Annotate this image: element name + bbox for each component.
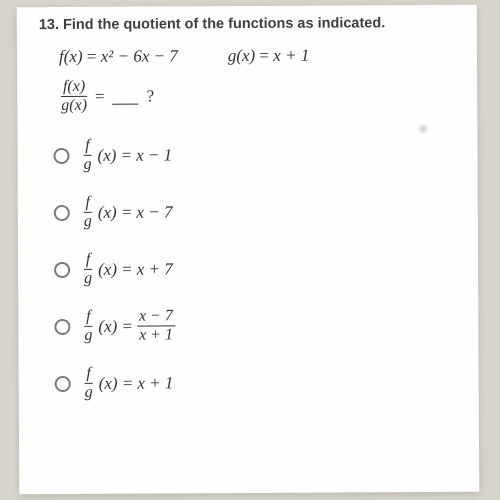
option-e-math: f g (x) = x + 1 [83,365,174,400]
radio-button[interactable] [54,261,70,277]
question-prompt: Find the quotient of the functions as in… [63,15,385,33]
question-number: 13. [39,17,59,33]
radio-button[interactable] [54,318,70,334]
option-b-math: f g (x) = x − 7 [82,194,173,229]
quotient-prompt: f(x) g(x) = ? [59,77,459,114]
function-definitions: f(x) = x² − 6x − 7 g(x) = x + 1 [59,45,459,67]
radio-button[interactable] [54,204,70,220]
option-a[interactable]: f g (x) = x − 1 [53,136,459,173]
option-d[interactable]: f g (x) = x − 7 x + 1 [54,307,460,344]
option-b[interactable]: f g (x) = x − 7 [54,193,460,230]
option-c-math: f g (x) = x + 7 [82,251,173,286]
option-e[interactable]: f g (x) = x + 1 [55,364,461,401]
answer-blank [113,88,139,105]
quotient-fraction: f(x) g(x) [59,79,89,114]
option-c[interactable]: f g (x) = x + 7 [54,250,460,287]
f-definition: f(x) = x² − 6x − 7 [59,46,178,67]
worksheet-paper: 13. Find the quotient of the functions a… [17,5,480,494]
option-d-math: f g (x) = x − 7 x + 1 [82,308,175,343]
option-a-math: f g (x) = x − 1 [81,137,172,172]
radio-button[interactable] [55,375,71,391]
radio-button[interactable] [53,147,69,163]
answer-options: f g (x) = x − 1 f g (x) = x − 7 [53,136,460,401]
g-definition: g(x) = x + 1 [228,46,310,66]
paper-smudge [419,125,427,133]
question-heading: 13. Find the quotient of the functions a… [39,15,459,33]
